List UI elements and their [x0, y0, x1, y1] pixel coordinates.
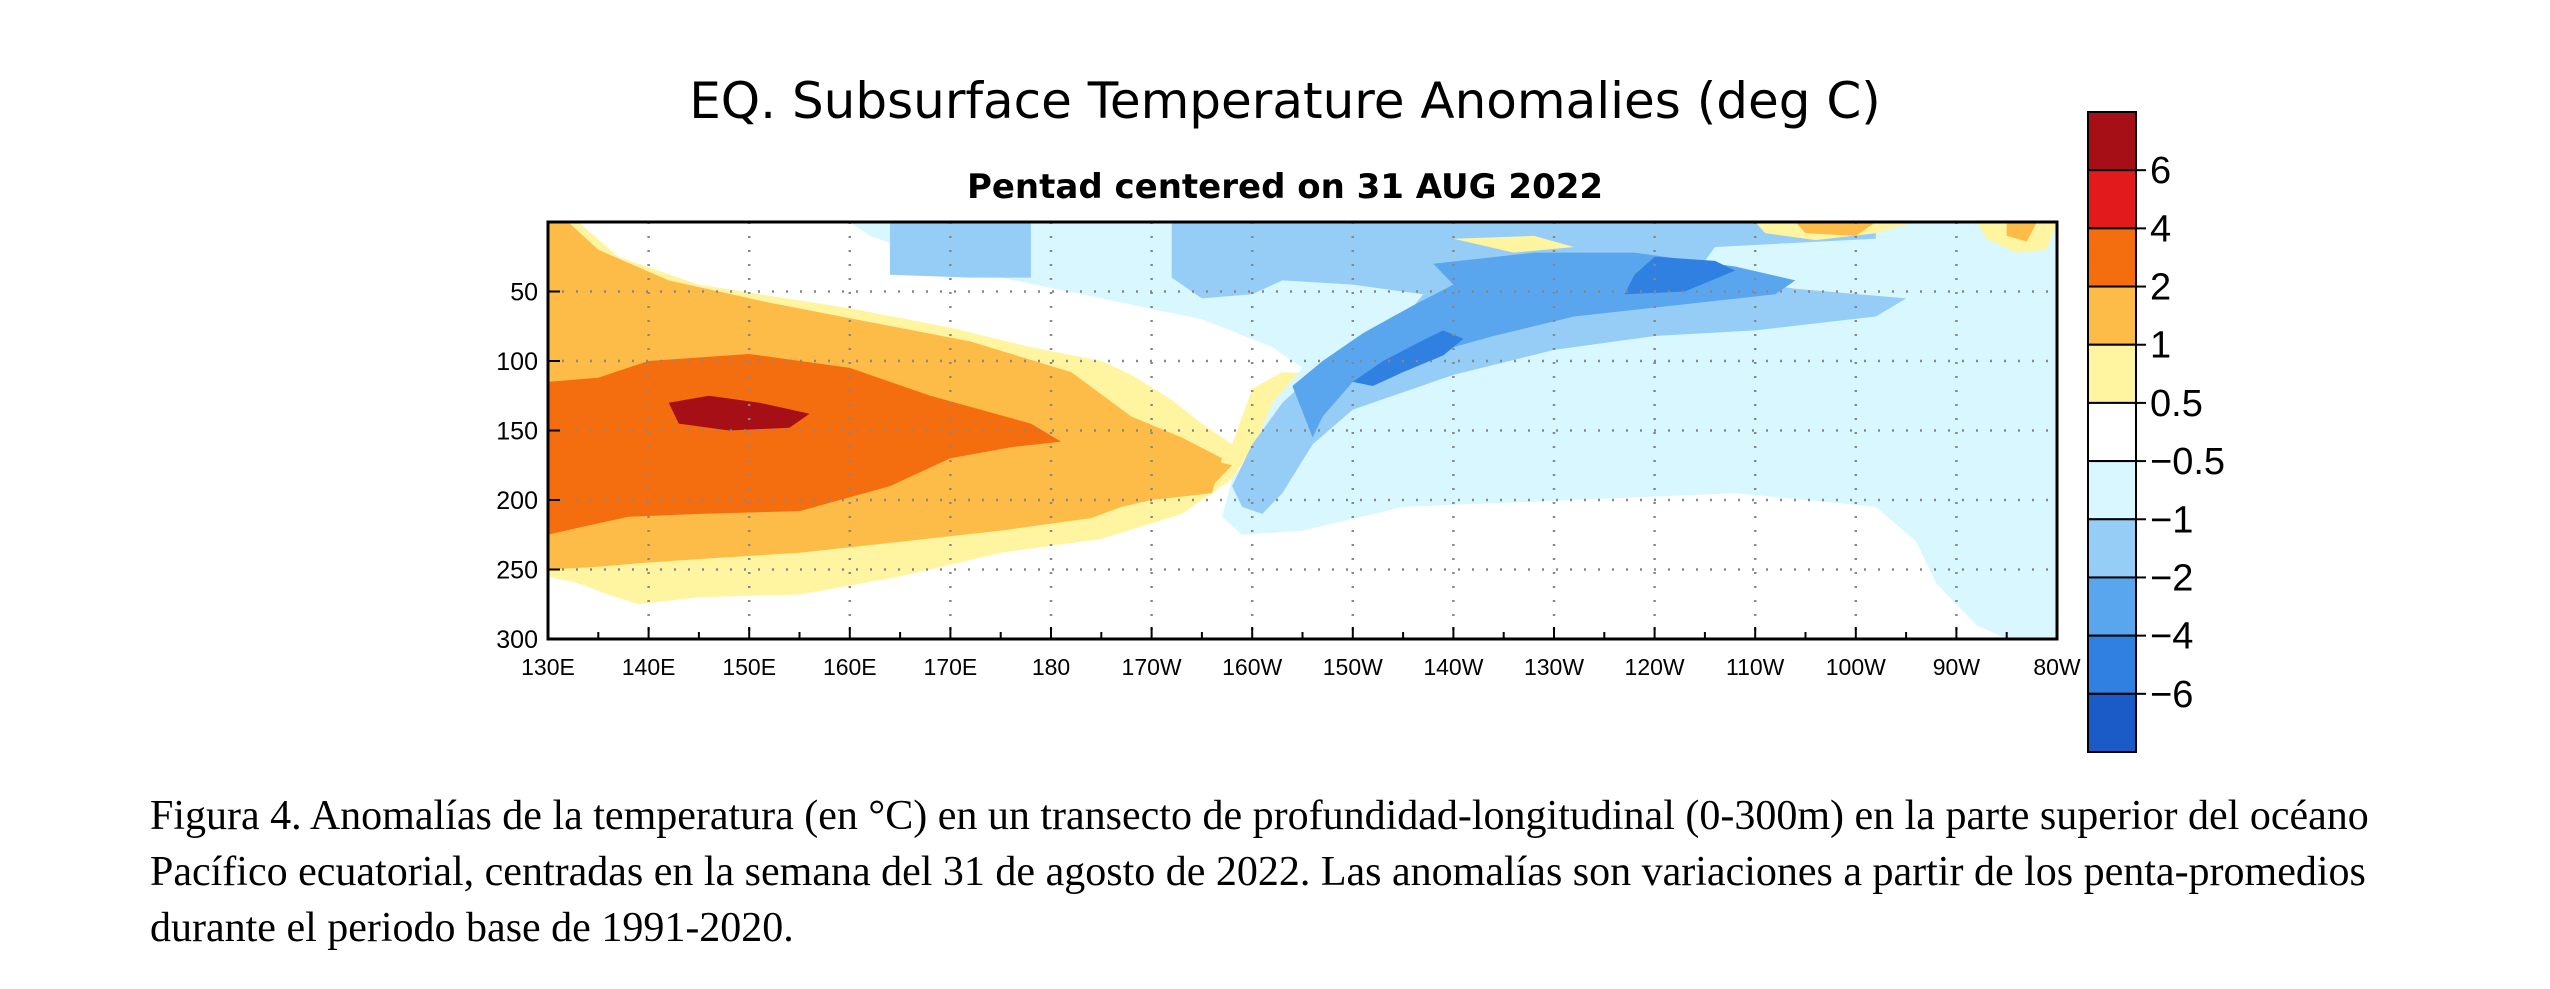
- y-tick-label: 300: [496, 626, 538, 654]
- y-axis: 50 100 150 200 250 300: [496, 279, 560, 654]
- colorbar-swatch: [2087, 576, 2137, 637]
- colorbar-label: −0.5: [2150, 441, 2225, 483]
- x-axis: 130E 140E 150E 160E 170E 180 170W 160W 150W 140W 1…: [521, 627, 2081, 680]
- contour-layer: [548, 222, 2057, 639]
- x-tick-label: 90W: [1933, 654, 1981, 680]
- x-tick-label: 130W: [1524, 654, 1584, 680]
- chart-title: EQ. Subsurface Temperature Anomalies (de…: [689, 72, 1881, 130]
- colorbar-label: 4: [2150, 208, 2171, 250]
- colorbar-swatch: [2087, 518, 2137, 579]
- contour-region: [890, 222, 1031, 278]
- contour-region: [2006, 222, 2037, 242]
- colorbar-label: 1: [2150, 325, 2171, 367]
- colorbar-label: −4: [2150, 616, 2193, 658]
- colorbar-swatch: [2087, 401, 2137, 463]
- contour-region: [1453, 235, 1575, 253]
- contour-region: [548, 354, 1062, 535]
- contour-region: [1292, 252, 1796, 438]
- colorbar-label: 6: [2150, 150, 2171, 192]
- figure-caption: Figura 4. Anomalías de la temperatura (e…: [150, 793, 2369, 951]
- x-tick-label: 150W: [1323, 654, 1383, 680]
- colorbar-swatch: [2087, 111, 2137, 172]
- colorbar-label: −2: [2150, 557, 2193, 599]
- colorbar-label: 2: [2150, 267, 2171, 309]
- contour-region: [1151, 452, 1233, 487]
- y-tick-label: 250: [496, 557, 538, 585]
- x-tick-label: 110W: [1726, 654, 1785, 680]
- colorbar-swatch: [2087, 169, 2137, 230]
- contour-region: [1795, 222, 1876, 236]
- x-tick-label: 80W: [2033, 654, 2081, 680]
- colorbar-swatch: [2087, 460, 2137, 521]
- colorbar-swatch: [2087, 634, 2137, 695]
- x-tick-label: 160W: [1222, 654, 1282, 680]
- contour-region: [1624, 256, 1736, 295]
- y-tick-label: 200: [496, 487, 538, 515]
- colorbar-swatch: [2087, 692, 2137, 753]
- colorbar-legend: 6 4 2 1 0.5 −0.5 −1 −2 −4 −6: [2087, 111, 2225, 753]
- x-tick-label: 150E: [722, 654, 776, 680]
- colorbar-label: 0.5: [2150, 383, 2203, 425]
- x-tick-label: 170E: [924, 654, 978, 680]
- colorbar-label: −1: [2150, 499, 2193, 541]
- x-tick-label: 140E: [622, 654, 676, 680]
- colorbar-swatch: [2087, 285, 2137, 346]
- colorbar-swatch: [2087, 343, 2137, 404]
- x-tick-label: 140W: [1423, 654, 1483, 680]
- colorbar-label: −6: [2150, 674, 2193, 716]
- y-tick-label: 150: [496, 418, 538, 446]
- x-tick-label: 120W: [1625, 654, 1685, 680]
- x-tick-label: 180: [1032, 654, 1070, 680]
- y-tick-label: 50: [510, 279, 538, 307]
- colorbar-swatch: [2087, 227, 2137, 288]
- contour-region: [1352, 330, 1464, 386]
- contour-region: [668, 395, 810, 431]
- x-tick-label: 170W: [1122, 654, 1182, 680]
- chart-subtitle: Pentad centered on 31 AUG 2022: [967, 167, 1603, 207]
- y-tick-label: 100: [496, 348, 538, 376]
- x-tick-label: 160E: [823, 654, 877, 680]
- x-tick-label: 130E: [521, 654, 575, 680]
- x-tick-label: 100W: [1826, 654, 1886, 680]
